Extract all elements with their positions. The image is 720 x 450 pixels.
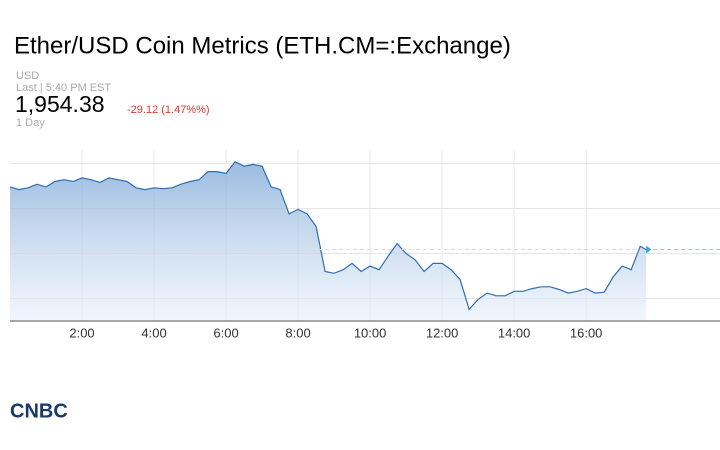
x-tick-label: 6:00 bbox=[213, 325, 238, 340]
x-tick-label: 8:00 bbox=[285, 325, 310, 340]
x-tick-label: 16:00 bbox=[570, 325, 603, 340]
last-update: Last | 5:40 PM EST bbox=[16, 82, 111, 94]
x-tick-label: 12:00 bbox=[426, 325, 459, 340]
x-tick-label: 10:00 bbox=[354, 325, 387, 340]
plot: 2:00 4:00 6:00 8:00 10:00 12:00 14:00 16:00 bbox=[9, 150, 720, 340]
x-tick-label: 4:00 bbox=[141, 325, 166, 340]
price: 1,954.38 bbox=[15, 91, 105, 117]
x-tick-label: 2:00 bbox=[69, 325, 94, 340]
change: -29.12 (1.47%%) bbox=[127, 104, 210, 116]
logo: CNBC bbox=[10, 400, 68, 422]
period: 1 Day bbox=[16, 117, 45, 129]
currency: USD bbox=[16, 70, 39, 82]
x-tick-label: 14:00 bbox=[498, 325, 531, 340]
price-line bbox=[9, 160, 647, 311]
last-price-marker bbox=[646, 245, 652, 254]
area-fill bbox=[10, 161, 647, 321]
chart-title: Ether/USD Coin Metrics (ETH.CM=:Exchange… bbox=[14, 32, 511, 59]
